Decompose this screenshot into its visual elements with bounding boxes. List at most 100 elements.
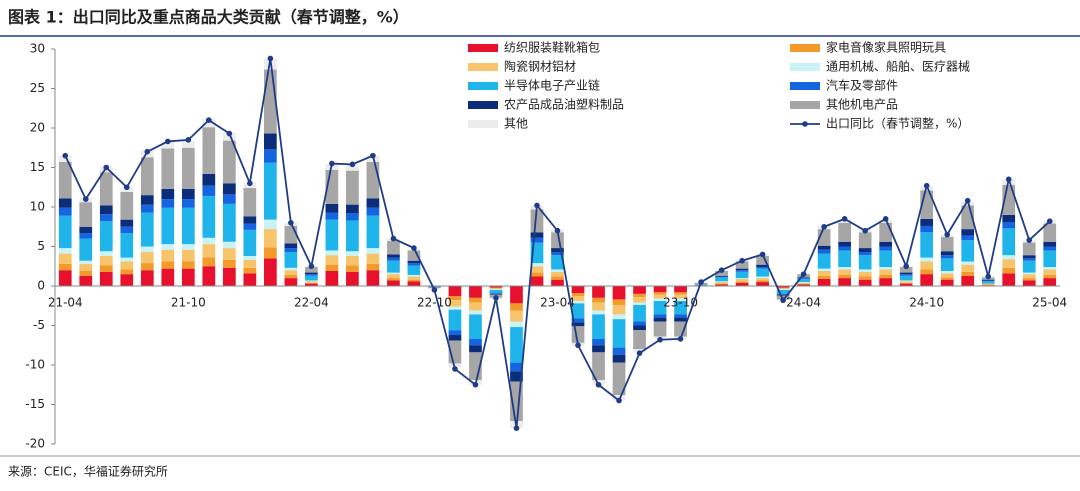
line-point — [185, 137, 192, 143]
legend-label: 其他 — [504, 117, 528, 131]
line-point — [82, 196, 89, 202]
bar-segment — [612, 286, 626, 300]
line-point — [636, 350, 643, 356]
bar-segment — [58, 215, 72, 249]
bar-segment — [899, 281, 913, 283]
bar-segment — [263, 258, 277, 286]
bar-segment — [510, 321, 523, 328]
bar-segment — [305, 274, 318, 276]
bar-segment — [940, 258, 954, 271]
bar-segment — [551, 279, 564, 286]
bar-segment — [633, 293, 646, 298]
legend-dot — [802, 121, 808, 127]
bar-segment — [79, 233, 93, 239]
bar-segment — [140, 157, 154, 196]
bar-segment — [920, 261, 934, 270]
bar-segment — [120, 191, 134, 220]
line-point — [288, 220, 294, 226]
line-point — [759, 251, 766, 258]
bar-segment — [140, 195, 154, 205]
bar-segment — [161, 141, 175, 149]
line-point — [472, 381, 479, 388]
bar-segment — [58, 270, 72, 286]
y-tick-label: 20 — [30, 121, 45, 135]
legend-swatch — [790, 44, 820, 52]
bar-segment — [940, 273, 954, 278]
bar-segment — [161, 188, 175, 200]
bar-segment — [202, 127, 216, 174]
bar-segment — [387, 278, 400, 281]
line-point — [267, 55, 274, 62]
line-point — [595, 381, 602, 388]
bar-segment — [776, 287, 790, 289]
bar-segment — [879, 269, 893, 275]
bar-segment — [58, 248, 72, 254]
bar-segment — [489, 293, 503, 294]
legend-swatch — [468, 82, 498, 90]
line-point — [103, 164, 110, 171]
bar-segment — [756, 278, 769, 281]
bar-segment — [407, 274, 421, 277]
bar-segment — [838, 246, 852, 251]
bar-segment — [899, 272, 913, 275]
bar-segment — [202, 244, 216, 258]
bar-segment — [140, 212, 154, 247]
bar-segment — [222, 241, 236, 249]
bar-segment — [797, 283, 810, 285]
bar-segment — [325, 212, 339, 220]
bar-segment — [612, 354, 626, 363]
bar-segment — [674, 321, 687, 337]
bar-segment — [530, 266, 544, 273]
bar-segment — [633, 286, 646, 294]
bar-segment — [551, 248, 564, 253]
x-tick-label: 25-04 — [1032, 296, 1067, 310]
bar-segment — [99, 214, 113, 222]
bar-segment — [407, 279, 421, 282]
bar-segment — [838, 250, 852, 268]
line-point — [390, 235, 397, 242]
bar-segment — [879, 274, 893, 279]
bar-segment — [366, 207, 380, 216]
bar-segment — [961, 235, 975, 241]
x-tick-label: 24-04 — [786, 296, 821, 310]
line-point — [575, 342, 581, 349]
bar-segment — [1002, 228, 1016, 256]
bar-segment — [797, 282, 810, 284]
bar-segment — [222, 140, 236, 184]
bar-segment — [756, 264, 769, 268]
bar-segment — [222, 248, 236, 260]
bar-segment — [530, 232, 544, 238]
bar-segment — [346, 265, 359, 272]
bar-segment — [202, 173, 216, 186]
x-tick-label: 23-04 — [540, 296, 575, 310]
bar-segment — [674, 286, 687, 293]
bar-segment — [940, 237, 954, 252]
bar-segment — [1043, 269, 1057, 275]
bar-segment — [181, 188, 195, 200]
bar-segment — [346, 164, 359, 171]
bar-segment — [735, 278, 749, 282]
bar-segment — [222, 183, 236, 195]
line-point — [452, 366, 458, 372]
legend-label: 其他机电产品 — [826, 98, 898, 112]
bar-segment — [366, 248, 380, 254]
bar-segment — [735, 270, 749, 272]
bar-segment — [181, 244, 195, 250]
bar-segment — [448, 309, 462, 331]
line-point — [1005, 176, 1012, 183]
bar-segment — [715, 275, 728, 277]
bar-segment — [1022, 260, 1036, 273]
bar-segment — [1022, 255, 1036, 259]
bar-segment — [776, 289, 790, 294]
line-point — [616, 397, 622, 404]
bar-segment — [981, 280, 995, 282]
bar-segment — [715, 277, 728, 282]
line-point — [985, 273, 992, 280]
bar-segment — [510, 362, 523, 372]
bar-segment — [817, 278, 831, 286]
line-point — [123, 184, 130, 191]
y-tick-label: -5 — [33, 318, 45, 332]
bar-segment — [222, 132, 236, 141]
bar-segment — [325, 250, 339, 256]
bar-segment — [817, 268, 831, 271]
